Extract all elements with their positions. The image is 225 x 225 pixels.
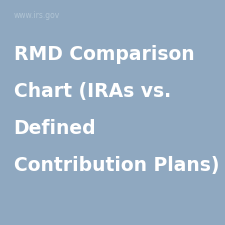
Text: Contribution Plans): Contribution Plans) (14, 156, 219, 175)
Text: RMD Comparison: RMD Comparison (14, 45, 194, 64)
Text: Defined: Defined (14, 119, 96, 138)
Text: www.irs.gov: www.irs.gov (14, 11, 60, 20)
Text: Chart (IRAs vs.: Chart (IRAs vs. (14, 82, 171, 101)
